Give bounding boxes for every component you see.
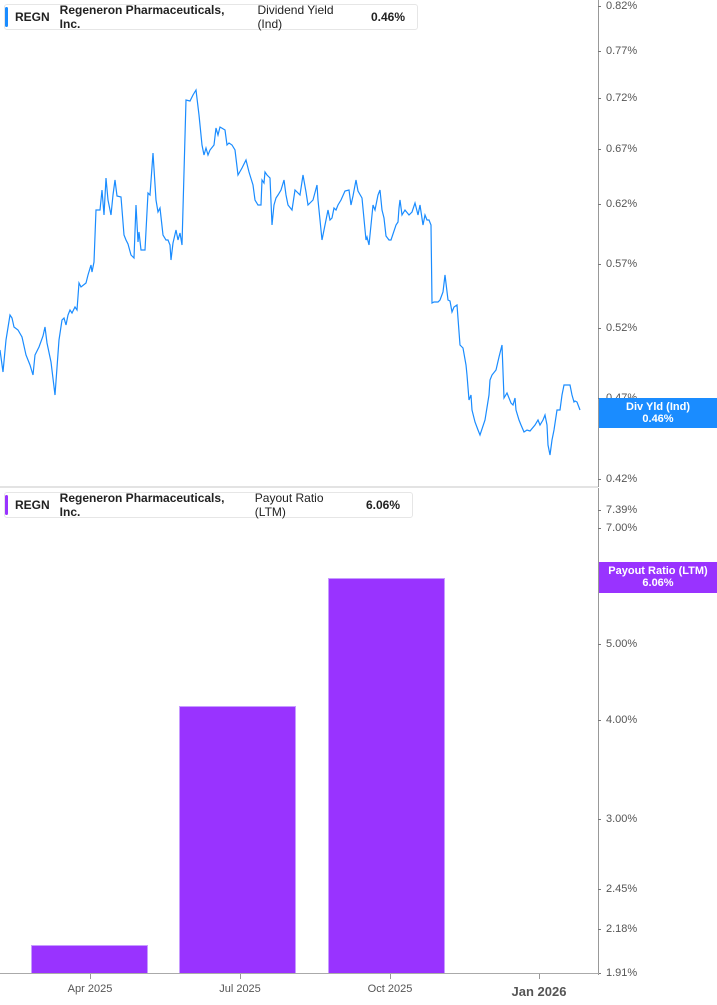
- bar-oct-2025: [328, 578, 445, 973]
- y-tick-label: 2.18%: [606, 923, 638, 935]
- y-tick-label: 0.67%: [606, 143, 638, 155]
- legend-metric: Dividend Yield (Ind): [257, 3, 334, 31]
- flag-label: Payout Ratio (LTM): [608, 565, 708, 577]
- y-tick: [598, 149, 601, 150]
- y-tick: [598, 264, 601, 265]
- y-tick-label: 0.42%: [606, 473, 638, 485]
- payout-ratio-legend: REGN Regeneron Pharmaceuticals, Inc. Pay…: [4, 491, 413, 519]
- y-tick-label: 5.00%: [606, 638, 638, 650]
- bar-apr-2025: [31, 945, 148, 973]
- current-value-flag-payout-ratio: Payout Ratio (LTM) 6.06%: [599, 562, 717, 593]
- y-tick-label: 7.00%: [606, 522, 638, 534]
- legend-company: Regeneron Pharmaceuticals, Inc.: [59, 491, 225, 519]
- y-tick: [598, 889, 601, 890]
- y-tick-label: 4.00%: [606, 714, 638, 726]
- y-tick: [598, 479, 601, 480]
- y-tick: [598, 98, 601, 99]
- y-tick: [598, 510, 601, 511]
- legend-company: Regeneron Pharmaceuticals, Inc.: [59, 3, 225, 31]
- current-value-flag-div-yield: Div Yld (Ind) 0.46%: [599, 398, 717, 428]
- y-tick: [598, 819, 601, 820]
- legend-ticker: REGN: [15, 10, 50, 24]
- y-tick: [598, 204, 601, 205]
- flag-label: Div Yld (Ind): [626, 401, 690, 413]
- y-tick-label: 0.72%: [606, 92, 638, 104]
- y-tick: [598, 720, 601, 721]
- dividend-yield-pane: REGN Regeneron Pharmaceuticals, Inc. Div…: [0, 0, 717, 487]
- y-tick-label: 1.91%: [606, 967, 638, 979]
- x-tick-label: Jan 2026: [511, 984, 567, 999]
- bar-jul-2025: [179, 706, 296, 973]
- series-color-swatch: [5, 495, 8, 515]
- y-tick: [598, 328, 601, 329]
- legend-metric: Payout Ratio (LTM): [254, 491, 324, 519]
- payout-ratio-pane: REGN Regeneron Pharmaceuticals, Inc. Pay…: [0, 488, 717, 1005]
- y-tick-label: 2.45%: [606, 883, 638, 895]
- x-tick: [390, 974, 391, 979]
- dividend-yield-legend: REGN Regeneron Pharmaceuticals, Inc. Div…: [4, 3, 418, 31]
- x-tick-label: Apr 2025: [67, 983, 113, 995]
- y-tick: [598, 644, 601, 645]
- x-tick: [90, 974, 91, 979]
- y-tick: [598, 51, 601, 52]
- series-color-swatch: [5, 7, 8, 27]
- x-tick: [240, 974, 241, 979]
- x-axis: [0, 973, 599, 974]
- x-tick-label: Jul 2025: [219, 983, 261, 995]
- y-tick: [598, 973, 601, 974]
- x-tick: [539, 974, 540, 979]
- y-tick-label: 3.00%: [606, 813, 638, 825]
- legend-value: 0.46%: [370, 10, 405, 24]
- y-axis-bottom: [598, 488, 599, 975]
- y-tick-label: 7.39%: [606, 504, 638, 516]
- y-axis-top: [598, 0, 599, 487]
- y-tick-label: 0.82%: [606, 0, 638, 12]
- pane-divider[interactable]: [0, 486, 598, 488]
- y-tick: [598, 929, 601, 930]
- flag-value: 6.06%: [642, 577, 674, 589]
- y-tick-label: 0.77%: [606, 45, 638, 57]
- flag-value: 0.46%: [642, 413, 674, 425]
- y-tick: [598, 6, 601, 7]
- y-tick-label: 0.62%: [606, 198, 638, 210]
- x-tick-label: Oct 2025: [367, 983, 413, 995]
- dividend-yield-line: [0, 88, 581, 456]
- y-tick-label: 0.52%: [606, 322, 638, 334]
- y-tick-label: 0.57%: [606, 258, 638, 270]
- legend-value: 6.06%: [365, 498, 400, 512]
- y-tick: [598, 528, 601, 529]
- legend-ticker: REGN: [15, 498, 50, 512]
